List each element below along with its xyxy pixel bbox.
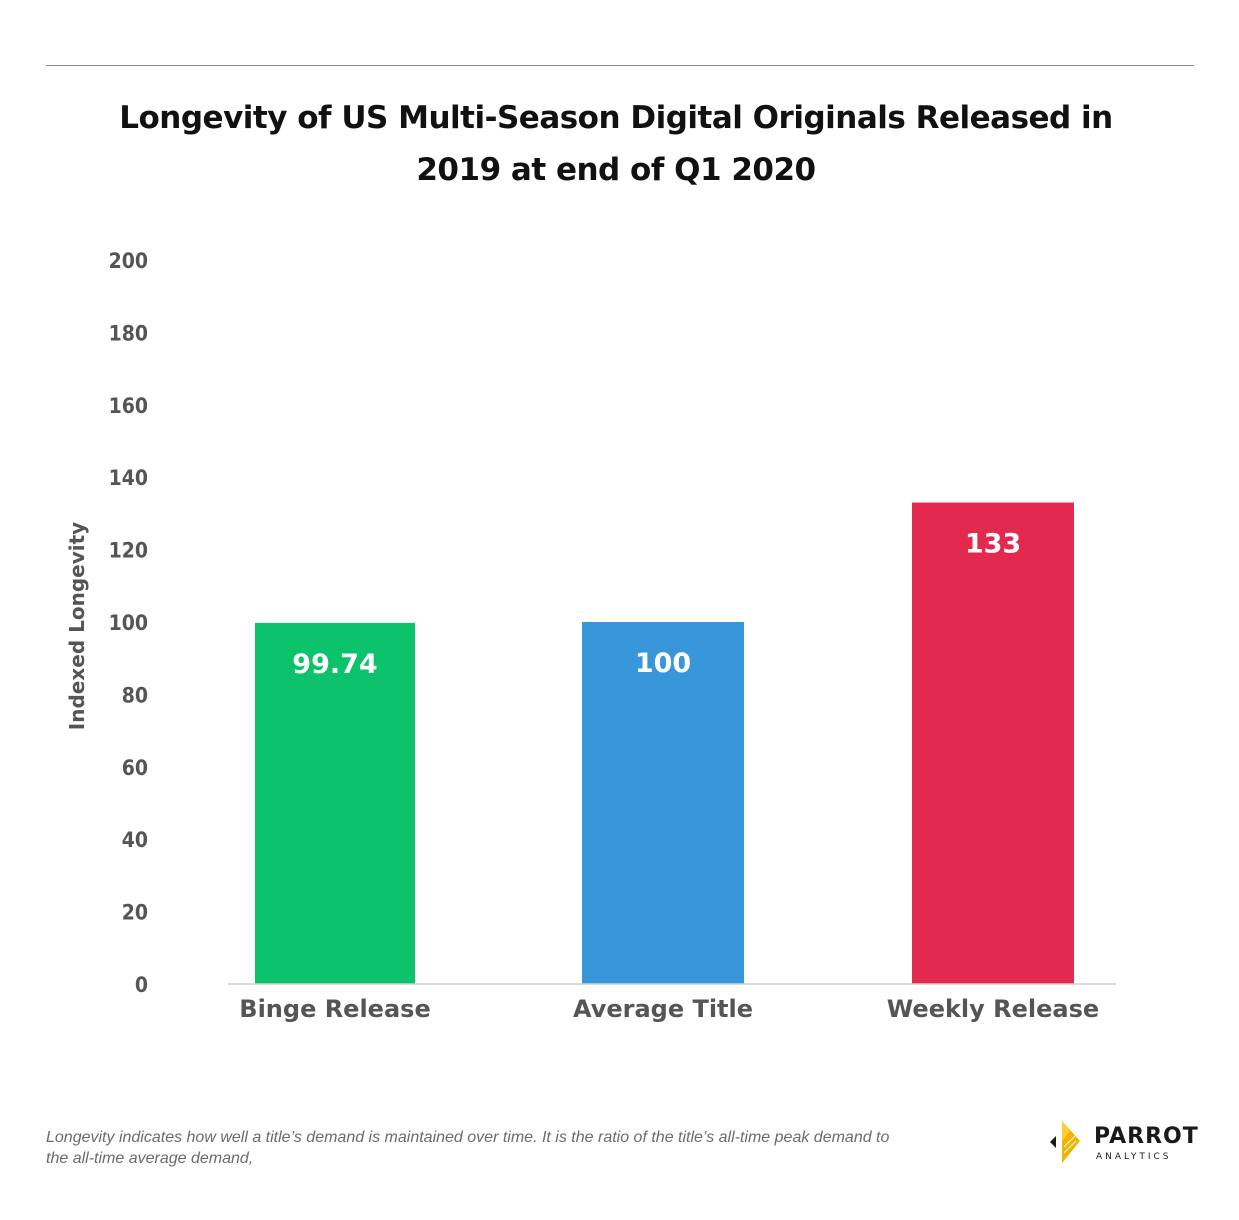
bar-value-label: 99.74 [292, 649, 377, 680]
bar [255, 622, 415, 984]
x-category-label: Binge Release [239, 995, 430, 1023]
x-axis-ticks: Binge Release Average Title Weekly Release [239, 995, 1099, 1023]
chart-title: Longevity of US Multi-Season Digital Ori… [60, 92, 1172, 196]
y-tick-label: 20 [122, 901, 148, 925]
y-tick-label: 100 [109, 611, 148, 635]
logo-wordmark: PARROT [1094, 1124, 1199, 1149]
bar-value-label: 133 [965, 529, 1021, 560]
y-tick-label: 80 [122, 683, 148, 707]
footnote: Longevity indicates how well a title’s d… [46, 1127, 946, 1169]
bar [912, 502, 1074, 984]
y-tick-label: 60 [122, 756, 148, 780]
bars: 99.74 100 133 [255, 502, 1074, 984]
parrot-logo-icon [1050, 1121, 1080, 1163]
top-divider [46, 65, 1194, 66]
logo-subtitle: ANALYTICS [1096, 1152, 1172, 1162]
bar-value-label: 100 [635, 648, 691, 679]
x-category-label: Weekly Release [887, 995, 1099, 1023]
parrot-analytics-logo: PARROT ANALYTICS [1042, 1117, 1202, 1167]
y-tick-label: 200 [109, 249, 148, 273]
y-axis-ticks: 0 20 40 60 80 100 120 140 160 180 200 [109, 249, 148, 997]
bar-chart: 0 20 40 60 80 100 120 140 160 180 200 Indexed Long… [65, 249, 1116, 1023]
footnote-line-1: Longevity indicates how well a title’s d… [46, 1129, 890, 1146]
y-tick-label: 120 [109, 539, 148, 563]
bar [582, 622, 744, 984]
footnote-line-2: the all-time average demand, [46, 1150, 254, 1167]
chart-title-line-2: 2019 at end of Q1 2020 [416, 152, 816, 188]
y-tick-label: 180 [109, 321, 148, 345]
y-tick-label: 0 [135, 973, 148, 997]
y-tick-label: 160 [109, 394, 148, 418]
chart-title-line-1: Longevity of US Multi-Season Digital Ori… [119, 100, 1113, 136]
y-axis-label: Indexed Longevity [65, 522, 89, 730]
x-category-label: Average Title [573, 995, 753, 1023]
y-tick-label: 140 [109, 466, 148, 490]
y-tick-label: 40 [122, 828, 148, 852]
